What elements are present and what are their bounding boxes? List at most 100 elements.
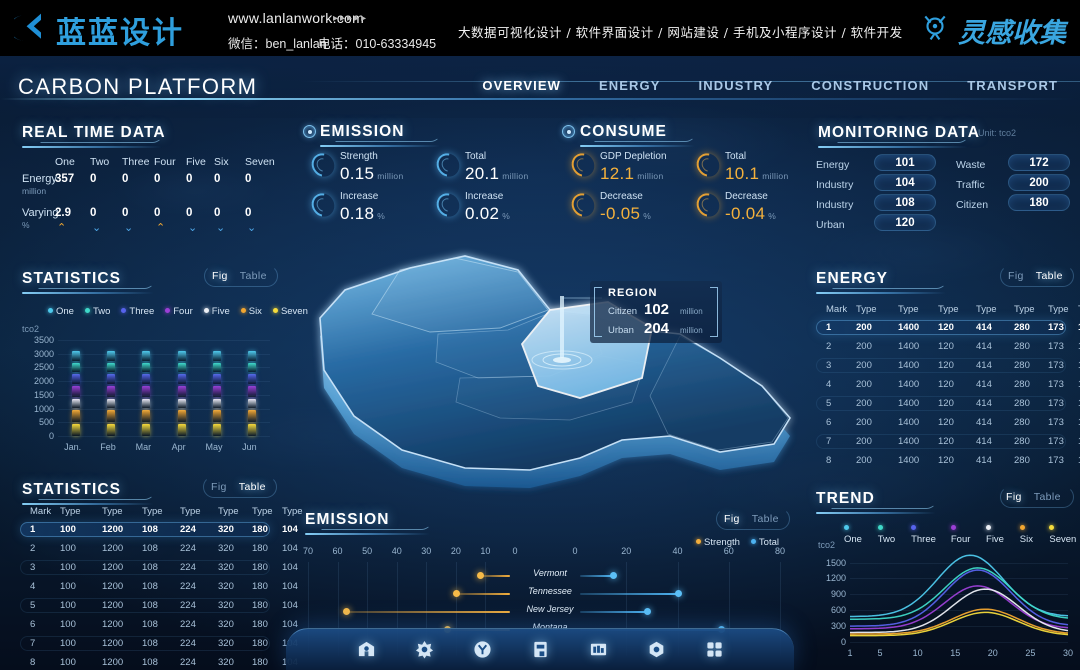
statistics-table-title: STATISTICS — [22, 481, 122, 498]
statistics-table-cell: 100 — [60, 600, 76, 611]
statistics-table-tab-fig[interactable]: Fig — [211, 481, 227, 493]
secondary-brand: 灵感收集 — [920, 11, 1066, 50]
statistics-bar-segment-one — [142, 351, 151, 361]
realtime-value: 0 — [214, 207, 221, 219]
emission-tickline — [455, 562, 457, 656]
statistics-bar-segment-two — [107, 362, 115, 373]
statistics-table-cell: 320 — [218, 619, 234, 630]
trend-xtick: 1 — [847, 648, 853, 658]
monitoring-value-urban-3: 120 — [874, 214, 936, 231]
realtime-col-two: Two — [90, 156, 110, 168]
nav-item-overview[interactable]: OVERVIEW — [482, 78, 561, 93]
statistics-bar-segment-five — [177, 398, 186, 409]
nav-item-transport[interactable]: TRANSPORT — [967, 78, 1058, 93]
nav-item-industry[interactable]: INDUSTRY — [698, 78, 774, 93]
energy-table-cell: 107 — [1078, 322, 1080, 333]
energy-data-table[interactable]: Mark Type Type Type Type Type Type Type 1 200 1400… — [816, 304, 1080, 474]
grid-icon[interactable] — [704, 640, 724, 660]
statistics-table-row-bg — [20, 598, 270, 613]
nav-item-energy[interactable]: ENERGY — [599, 78, 661, 93]
chart-icon[interactable] — [588, 640, 608, 660]
statistics-data-table[interactable]: Mark Type Type Type Type Type Type Type 1 100 1200… — [20, 506, 303, 670]
statistics-legend-dot-icon — [272, 308, 278, 313]
trend-legend-dot-icon — [1049, 525, 1055, 530]
statistics-table-cell: 108 — [142, 657, 158, 668]
trend-gridline — [850, 642, 1068, 643]
trend-ytick: 900 — [830, 589, 846, 600]
statistics-fig-title: STATISTICS — [22, 270, 122, 287]
statistics-bar-segment-seven — [71, 423, 80, 436]
header-sweep-line — [0, 98, 1080, 100]
statistics-table-col-header: Type — [252, 506, 273, 517]
emission-chart-tab-table[interactable]: Table — [751, 513, 779, 525]
energy-tab-table[interactable]: Table — [1035, 270, 1063, 282]
monitoring-value-traffic: 200 — [1008, 174, 1070, 191]
consume-kpi-arc-icon — [692, 148, 724, 182]
wechat-info: 微信：ben_lanlan — [228, 37, 327, 51]
statistics-bar-segment-one — [177, 351, 186, 361]
statistics-tab-fig[interactable]: Fig — [212, 270, 228, 282]
trend-xtick: 10 — [912, 648, 923, 658]
y-circle-icon[interactable] — [472, 640, 492, 660]
statistics-bar-segment-one — [213, 351, 221, 361]
statistics-table-row-bg — [20, 560, 270, 575]
energy-tab-fig[interactable]: Fig — [1008, 270, 1024, 282]
statistics-bar-segment-five — [142, 398, 151, 409]
energy-table-cell: 200 — [856, 322, 872, 333]
emission-chart-tab-fig[interactable]: Fig — [724, 513, 740, 525]
hexagon-icon[interactable] — [646, 640, 666, 660]
statistics-gridline — [58, 381, 270, 383]
trend-tab-fig[interactable]: Fig — [1006, 491, 1022, 503]
settings-gear-icon[interactable] — [414, 640, 434, 660]
statistics-bar-column — [142, 340, 151, 436]
statistics-table-cell: 8 — [30, 657, 36, 668]
statistics-table-cell: 104 — [282, 524, 298, 535]
region-urban-value: 204 — [644, 320, 670, 337]
monitoring-left-group: Energy 101 Industry 104 Industry 108 Urban 120 — [816, 154, 956, 264]
statistics-table-cell: 320 — [218, 657, 234, 668]
realtime-value: 357 — [55, 173, 75, 185]
trend-legend-four: Four — [950, 523, 975, 545]
emission-kpi-label: Increase — [340, 191, 379, 202]
home-icon[interactable] — [356, 640, 376, 660]
statistics-table-cell: 1200 — [102, 600, 124, 611]
statistics-table-tab-table[interactable]: Table — [238, 481, 266, 493]
realtime-col-seven: Seven — [245, 156, 275, 168]
region-info-card: REGION Citizen 102 million Urban 204 mil… — [590, 281, 722, 343]
trend-legend-dot-icon — [911, 525, 917, 530]
statistics-legend-dot-icon — [48, 308, 53, 313]
emission-left-tick: 20 — [450, 546, 461, 556]
emission-category-label: Tennessee — [528, 586, 572, 596]
statistics-table-cell: 1200 — [102, 543, 124, 554]
energy-table-cell: 414 — [976, 417, 992, 428]
statistics-bar-segment-six — [213, 410, 221, 422]
statistics-table-cell: 224 — [180, 657, 196, 668]
realtime-col-five: Five — [186, 156, 206, 168]
energy-table-col-header: Type — [898, 304, 919, 315]
statistics-bar-segment-six — [177, 410, 186, 422]
statistics-table-cell: 108 — [142, 619, 158, 630]
trend-gridline — [850, 594, 1068, 596]
emission-tickline — [626, 562, 628, 656]
region-urban-label: Urban — [608, 325, 634, 336]
region-map[interactable]: REGION Citizen 102 million Urban 204 mil… — [250, 236, 830, 566]
realtime-trend-down-icon: ⌄ — [216, 222, 226, 234]
nav-item-construction[interactable]: CONSTRUCTION — [811, 78, 930, 93]
statistics-bar-column — [71, 340, 80, 436]
document-icon[interactable] — [530, 640, 550, 660]
phone-info: 电话：010-63334945 — [318, 37, 437, 51]
emission-kpi-label: Increase — [465, 191, 504, 202]
monitoring-right-group: Waste 172 Traffic 200 Citizen 180 — [956, 154, 1080, 244]
monitoring-label-citizen: Citizen — [956, 199, 989, 211]
trend-legend-seven: Seven — [1049, 523, 1080, 545]
monitoring-label-industry-2: Industry — [816, 199, 854, 211]
region-card-bracket-right — [710, 287, 718, 337]
energy-table-cell: 2 — [826, 341, 832, 352]
trend-tab-table[interactable]: Table — [1033, 491, 1061, 503]
statistics-tab-table[interactable]: Table — [239, 270, 267, 282]
statistics-legend-one: One — [48, 306, 74, 317]
monitoring-label-industry-1: Industry — [816, 179, 854, 191]
energy-table-cell: 173 — [1048, 360, 1064, 371]
emission-kpi-label: Total — [465, 151, 487, 162]
energy-table-cell: 5 — [826, 398, 832, 409]
